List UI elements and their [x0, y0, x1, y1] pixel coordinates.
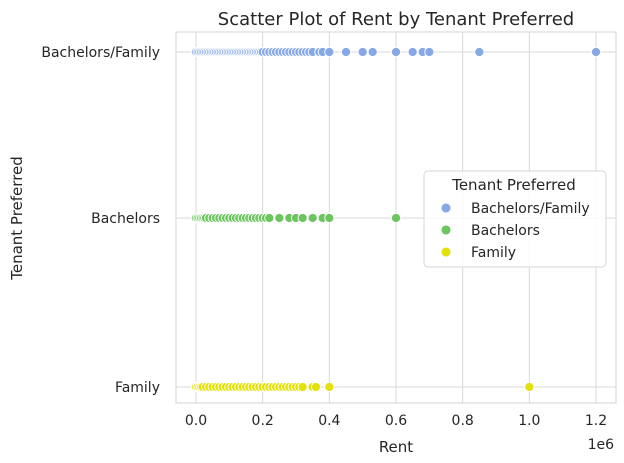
- legend-label: Family: [471, 245, 516, 261]
- legend-marker: [440, 246, 452, 258]
- legend-label: Bachelors: [471, 223, 540, 239]
- data-point: [524, 381, 535, 393]
- y-axis-label: Tenant Preferred: [8, 156, 26, 281]
- legend-title: Tenant Preferred: [451, 176, 576, 194]
- data-point: [590, 46, 602, 58]
- data-point: [340, 46, 352, 58]
- series-family: [190, 381, 535, 393]
- data-point: [367, 46, 378, 58]
- y-tick-label: Family: [115, 380, 160, 396]
- data-point: [357, 46, 368, 58]
- x-tick-label: 0.4: [318, 413, 340, 429]
- data-point: [297, 381, 308, 393]
- x-axis-label: Rent: [379, 438, 413, 456]
- x-axis-offset-label: 1e6: [588, 437, 615, 453]
- legend-items: Bachelors/Family Bachelors Family: [440, 201, 590, 261]
- x-tick-label: 1.0: [518, 413, 540, 429]
- legend: Tenant Preferred Bachelors/FamilyBachelo…: [423, 170, 607, 268]
- data-points: [190, 46, 602, 393]
- data-point: [307, 212, 318, 224]
- x-tick-label: 0.6: [385, 413, 407, 429]
- y-tick-label: Bachelors: [91, 211, 160, 227]
- data-point: [474, 46, 485, 58]
- y-tick-label: Bachelors/Family: [41, 45, 160, 61]
- data-point: [264, 212, 275, 224]
- x-tick-label: 1.2: [585, 413, 607, 429]
- data-point: [324, 46, 335, 58]
- x-tick-labels: 0.0 0.2 0.4 0.6 0.8 1.0 1.2: [185, 413, 607, 429]
- legend-marker: [440, 202, 452, 214]
- data-point: [407, 46, 418, 58]
- data-point: [424, 46, 435, 58]
- x-tick-label: 0.0: [185, 413, 207, 429]
- data-point: [324, 212, 335, 224]
- data-point: [390, 212, 402, 224]
- y-tick-labels: Bachelors/Family Bachelors Family: [41, 45, 160, 396]
- series-bachelors-family: [190, 46, 602, 58]
- series-bachelors: [190, 212, 402, 224]
- data-point: [274, 212, 285, 224]
- data-point: [297, 212, 308, 224]
- legend-label: Bachelors/Family: [471, 201, 590, 217]
- x-tick-label: 0.2: [252, 413, 274, 429]
- x-tick-label: 0.8: [452, 413, 474, 429]
- data-point: [390, 46, 402, 58]
- data-point: [310, 381, 322, 393]
- legend-marker: [440, 224, 452, 236]
- data-point: [324, 381, 335, 393]
- legend-box: [423, 170, 607, 268]
- chart-title: Scatter Plot of Rent by Tenant Preferred: [218, 9, 574, 30]
